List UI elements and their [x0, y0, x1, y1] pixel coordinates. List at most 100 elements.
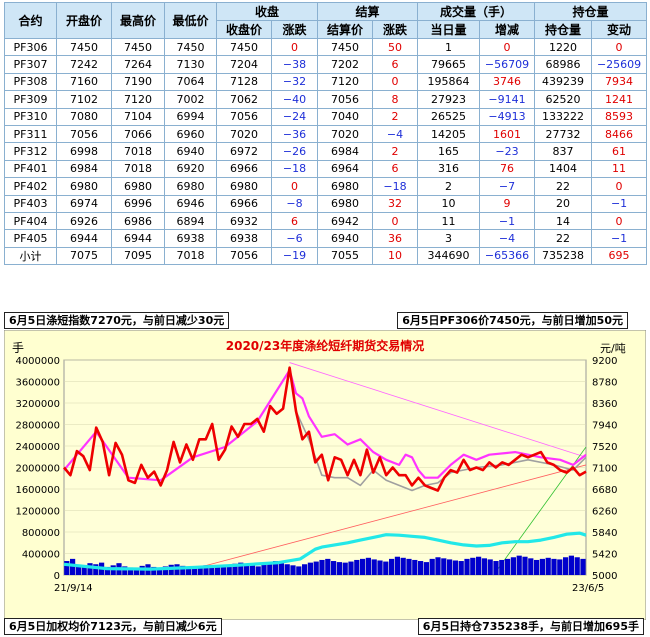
table-cell: 695: [591, 246, 648, 266]
table-cell: −8: [270, 194, 319, 213]
volume-bar: [197, 567, 203, 575]
table-cell: 6960: [164, 124, 217, 144]
table-cell: −32: [270, 72, 319, 92]
table-cell: 165: [417, 142, 481, 161]
banner-index: 6月5日涤短指数7270元，与前日减少30元: [4, 312, 230, 329]
right-unit-label: 元/吨: [600, 342, 626, 355]
table-cell: −38: [270, 55, 319, 74]
table-cell: 6938: [164, 229, 217, 248]
table-cell: 8: [372, 90, 419, 109]
table-cell: 6998: [56, 142, 112, 161]
column-header: 收盘价: [216, 20, 272, 39]
banner-weighted-price: 6月5日加权均价7123元，与前日减少6元: [4, 618, 222, 635]
table-cell: 68986: [534, 55, 593, 74]
volume-bar: [365, 557, 371, 575]
volume-bar: [342, 562, 348, 575]
volume-bar: [325, 558, 331, 575]
volume-bar: [261, 564, 267, 575]
volume-bar: [487, 559, 493, 575]
volume-bar: [290, 565, 296, 575]
table-cell: 6932: [216, 211, 272, 231]
volume-bar: [371, 559, 377, 575]
table-cell: 7064: [164, 72, 217, 92]
table-cell: 1: [417, 37, 481, 57]
table-cell: 3746: [479, 72, 536, 92]
volume-bar: [255, 566, 261, 575]
volume-bar: [470, 557, 476, 575]
volume-bar: [313, 561, 319, 575]
table-cell: 6984: [317, 142, 374, 161]
table-cell: 27732: [534, 124, 593, 144]
column-header: 持仓量: [534, 20, 593, 39]
table-cell: 6946: [164, 194, 217, 213]
table-cell: 2: [372, 107, 419, 126]
column-header: 涨跌: [372, 20, 419, 39]
table-cell: −23: [479, 142, 536, 161]
volume-bar: [557, 559, 563, 575]
table-cell: PF307: [4, 55, 57, 74]
volume-bar: [580, 558, 586, 575]
volume-bar: [441, 558, 447, 575]
volume-bar: [383, 561, 389, 575]
volume-bar: [151, 566, 157, 575]
volume-bar: [162, 566, 168, 575]
volume-bar: [81, 566, 87, 575]
volume-bar: [418, 561, 424, 575]
trendline-upper: [289, 362, 587, 458]
volume-bar: [360, 558, 366, 575]
volume-bar: [157, 568, 163, 575]
table-cell: 8593: [591, 107, 648, 126]
column-group-header: 收盘: [215, 2, 319, 21]
table-cell: 7102: [56, 90, 112, 109]
table-cell: 6984: [56, 159, 112, 179]
table-cell: 6966: [216, 194, 272, 213]
volume-bar: [122, 566, 128, 575]
table-cell: 7204: [216, 55, 272, 74]
table-row: PF310 7080 7104 6994 7056 −24 7040 2 26525 −4913 1…: [4, 107, 648, 126]
table-cell: 7450: [216, 37, 272, 57]
volume-bar: [215, 567, 221, 575]
volume-bar: [284, 564, 290, 575]
table-cell: 7056: [317, 90, 374, 109]
volume-bar: [244, 564, 250, 575]
table-cell: −4913: [479, 107, 536, 126]
volume-bar: [435, 557, 441, 575]
volume-bar: [70, 558, 76, 575]
table-cell: 36: [372, 229, 419, 248]
left-tick-label: 800000: [22, 528, 60, 539]
volume-bar: [226, 564, 232, 575]
table-cell: 195864: [417, 72, 481, 92]
left-tick-label: 0: [54, 571, 60, 582]
left-tick-label: 2400000: [15, 442, 60, 453]
table-cell: −6: [270, 229, 319, 248]
volume-bar: [574, 557, 580, 575]
table-cell: −65366: [479, 246, 536, 266]
table-group-header-row: 合约 开盘价 最高价 最低价 收盘 结算 成交量（手） 持仓量: [4, 2, 648, 39]
table-cell: 6944: [56, 229, 112, 248]
volume-bar: [551, 558, 557, 575]
series-line-open_interest: [63, 531, 587, 571]
table-cell: −4: [372, 124, 419, 144]
table-row: PF405 6944 6944 6938 6938 −6 6940 36 3 −4 22 −1: [4, 229, 648, 248]
left-tick-label: 1200000: [15, 507, 60, 518]
table-cell: 6972: [216, 142, 272, 161]
volume-bar: [412, 559, 418, 575]
left-unit-label: 手: [12, 341, 24, 355]
volume-bar: [568, 555, 574, 575]
left-tick-label: 3200000: [15, 399, 60, 410]
right-tick-label: 5000: [592, 571, 617, 582]
volume-bar: [545, 557, 551, 575]
table-cell: −18: [270, 159, 319, 179]
table-cell: PF402: [4, 177, 57, 196]
table-cell: 7018: [164, 246, 217, 266]
table-cell: 22: [534, 177, 593, 196]
table-cell: 439239: [534, 72, 593, 92]
table-cell: 7020: [317, 124, 374, 144]
table-cell: 6980: [164, 177, 217, 196]
volume-bar: [505, 558, 511, 575]
table-cell: 7160: [56, 72, 112, 92]
right-tick-label: 7940: [592, 421, 617, 432]
table-cell: 0: [270, 37, 319, 57]
table-cell: 7450: [111, 37, 165, 57]
table-cell: 7020: [216, 124, 272, 144]
